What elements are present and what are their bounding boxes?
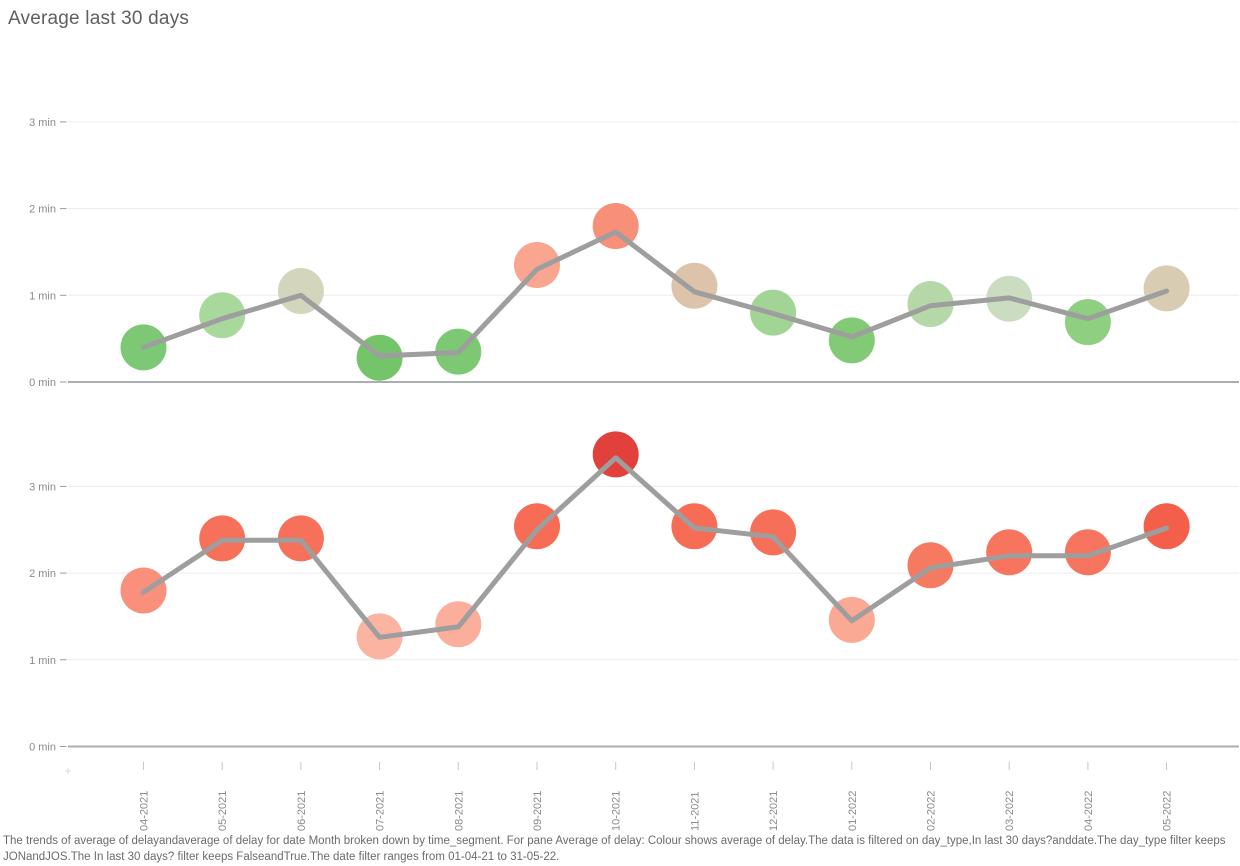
- x-tick-label: 03-2022: [1004, 791, 1016, 831]
- x-tick-label: 09-2021: [532, 791, 544, 831]
- y-tick-label: 0 min: [29, 377, 56, 389]
- trend-chart: 0 min 1 min 2 min 3 min 0 min 1 min 2 min 3 min…: [29, 117, 1239, 831]
- y-tick-label: 1 min: [29, 290, 56, 302]
- y-tick-label: 2 min: [29, 568, 56, 580]
- y-tick-label: 2 min: [29, 204, 56, 216]
- data-point[interactable]: [671, 262, 718, 309]
- data-point[interactable]: [1143, 265, 1190, 312]
- data-point[interactable]: [1064, 299, 1111, 346]
- x-tick-label: 02-2022: [926, 791, 938, 831]
- data-point[interactable]: [986, 529, 1033, 576]
- caption: The trends of average of delayandaverage…: [3, 835, 1226, 864]
- trend-line[interactable]: [141, 229, 1170, 359]
- data-point[interactable]: [828, 317, 875, 364]
- y-tick-label: 3 min: [29, 117, 56, 129]
- x-tick-label: 04-2022: [1083, 791, 1095, 831]
- data-point[interactable]: [199, 292, 246, 339]
- data-point[interactable]: [514, 241, 560, 288]
- x-tick-label: 01-2022: [847, 791, 859, 831]
- x-tick-label: 10-2021: [611, 791, 623, 831]
- x-tick-label: 05-2022: [1162, 791, 1174, 831]
- x-tick-label: 06-2021: [296, 791, 308, 831]
- data-point[interactable]: [1064, 529, 1111, 576]
- data-point[interactable]: [514, 503, 560, 550]
- x-tick-label: 05-2021: [217, 791, 229, 831]
- chart-title: Average last 30 days: [8, 8, 190, 29]
- x-tick-label: 08-2021: [453, 791, 465, 831]
- x-tick-label: 07-2021: [375, 791, 387, 831]
- y-tick-label: 3 min: [29, 481, 56, 493]
- x-tick-label: 11-2021: [689, 791, 701, 831]
- x-tick-label: 04-2021: [139, 791, 151, 831]
- x-tick-label: 12-2021: [768, 791, 780, 831]
- trend-line[interactable]: [141, 455, 1170, 640]
- y-tick-label: 0 min: [29, 742, 56, 754]
- y-tick-label: 1 min: [29, 655, 56, 667]
- data-point[interactable]: [750, 509, 797, 556]
